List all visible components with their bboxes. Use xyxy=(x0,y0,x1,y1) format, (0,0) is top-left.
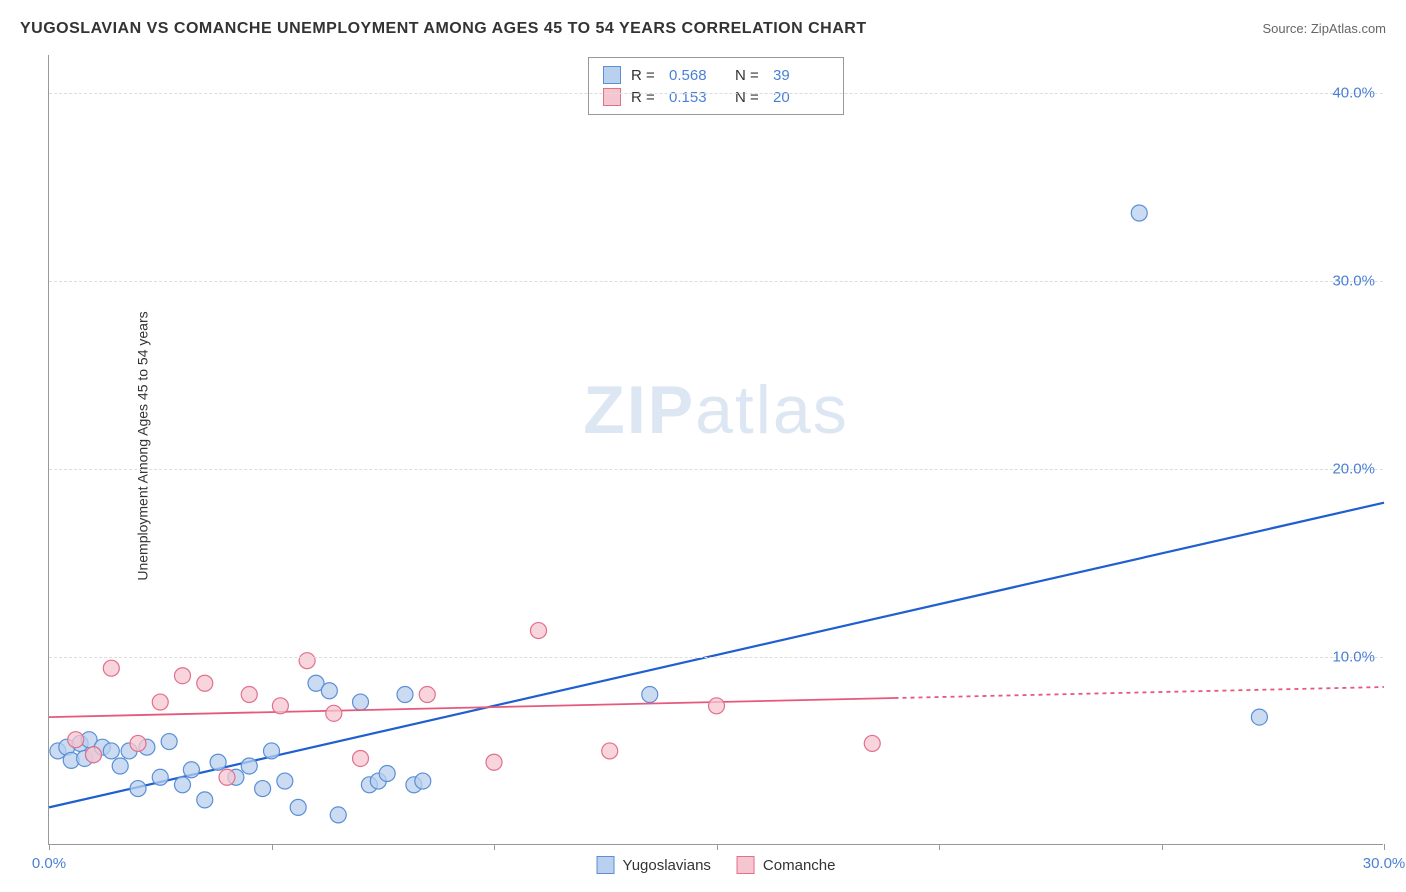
stats-row: R = 0.568 N = 39 xyxy=(603,64,829,86)
data-point xyxy=(397,687,413,703)
grid-line xyxy=(49,281,1383,282)
scatter-plot-svg xyxy=(49,55,1383,844)
legend-swatch xyxy=(603,88,621,106)
grid-line xyxy=(49,93,1383,94)
data-point xyxy=(219,769,235,785)
data-point xyxy=(1131,205,1147,221)
data-point xyxy=(103,660,119,676)
data-point xyxy=(175,668,191,684)
stats-legend-box: R = 0.568 N = 39 R = 0.153 N = 20 xyxy=(588,57,844,115)
data-point xyxy=(1251,709,1267,725)
legend-label: Yugoslavians xyxy=(623,857,711,874)
data-point xyxy=(210,754,226,770)
stat-n-label: N = xyxy=(735,67,763,84)
data-point xyxy=(602,743,618,759)
x-tick xyxy=(494,844,495,850)
data-point xyxy=(321,683,337,699)
chart-title: YUGOSLAVIAN VS COMANCHE UNEMPLOYMENT AMO… xyxy=(20,20,867,38)
legend-item: Comanche xyxy=(737,856,836,874)
data-point xyxy=(419,687,435,703)
y-tick-label: 30.0% xyxy=(1332,272,1375,289)
y-tick-label: 20.0% xyxy=(1332,460,1375,477)
data-point xyxy=(197,792,213,808)
x-tick xyxy=(939,844,940,850)
data-point xyxy=(272,698,288,714)
legend-item: Yugoslavians xyxy=(597,856,711,874)
data-point xyxy=(353,750,369,766)
data-point xyxy=(264,743,280,759)
stat-r-label: R = xyxy=(631,89,659,106)
legend-swatch xyxy=(737,856,755,874)
data-point xyxy=(709,698,725,714)
stat-r-value: 0.568 xyxy=(669,67,725,84)
data-point xyxy=(486,754,502,770)
data-point xyxy=(175,777,191,793)
x-tick xyxy=(49,844,50,850)
x-tick xyxy=(1384,844,1385,850)
data-point xyxy=(183,762,199,778)
data-point xyxy=(299,653,315,669)
stat-r-value: 0.153 xyxy=(669,89,725,106)
data-point xyxy=(326,705,342,721)
data-point xyxy=(864,735,880,751)
chart-plot-area: ZIPatlas R =0.568N =39R =0.153N =20 Yugo… xyxy=(48,55,1383,845)
data-point xyxy=(161,734,177,750)
data-point xyxy=(330,807,346,823)
data-point xyxy=(531,623,547,639)
data-point xyxy=(152,694,168,710)
data-point xyxy=(68,732,84,748)
data-point xyxy=(86,747,102,763)
x-tick-label: 30.0% xyxy=(1363,855,1406,872)
y-tick-label: 10.0% xyxy=(1332,648,1375,665)
stat-n-label: N = xyxy=(735,89,763,106)
data-point xyxy=(415,773,431,789)
series-legend: Yugoslavians Comanche xyxy=(597,856,836,874)
data-point xyxy=(241,687,257,703)
data-point xyxy=(130,781,146,797)
x-tick-label: 0.0% xyxy=(32,855,66,872)
legend-swatch xyxy=(603,66,621,84)
x-tick xyxy=(717,844,718,850)
data-point xyxy=(255,781,271,797)
stat-r-label: R = xyxy=(631,67,659,84)
x-tick xyxy=(272,844,273,850)
data-point xyxy=(241,758,257,774)
source-label: Source: ZipAtlas.com xyxy=(1262,21,1386,36)
data-point xyxy=(277,773,293,789)
data-point xyxy=(112,758,128,774)
trend-line xyxy=(49,698,895,717)
data-point xyxy=(379,766,395,782)
x-tick xyxy=(1162,844,1163,850)
data-point xyxy=(130,735,146,751)
legend-label: Comanche xyxy=(763,857,836,874)
legend-swatch xyxy=(597,856,615,874)
stat-n-value: 20 xyxy=(773,89,829,106)
stats-row: R = 0.153 N = 20 xyxy=(603,86,829,108)
data-point xyxy=(353,694,369,710)
data-point xyxy=(290,799,306,815)
data-point xyxy=(197,675,213,691)
stat-n-value: 39 xyxy=(773,67,829,84)
trend-line-dashed xyxy=(895,687,1385,698)
data-point xyxy=(642,687,658,703)
y-tick-label: 40.0% xyxy=(1332,84,1375,101)
grid-line xyxy=(49,469,1383,470)
data-point xyxy=(152,769,168,785)
data-point xyxy=(103,743,119,759)
grid-line xyxy=(49,657,1383,658)
